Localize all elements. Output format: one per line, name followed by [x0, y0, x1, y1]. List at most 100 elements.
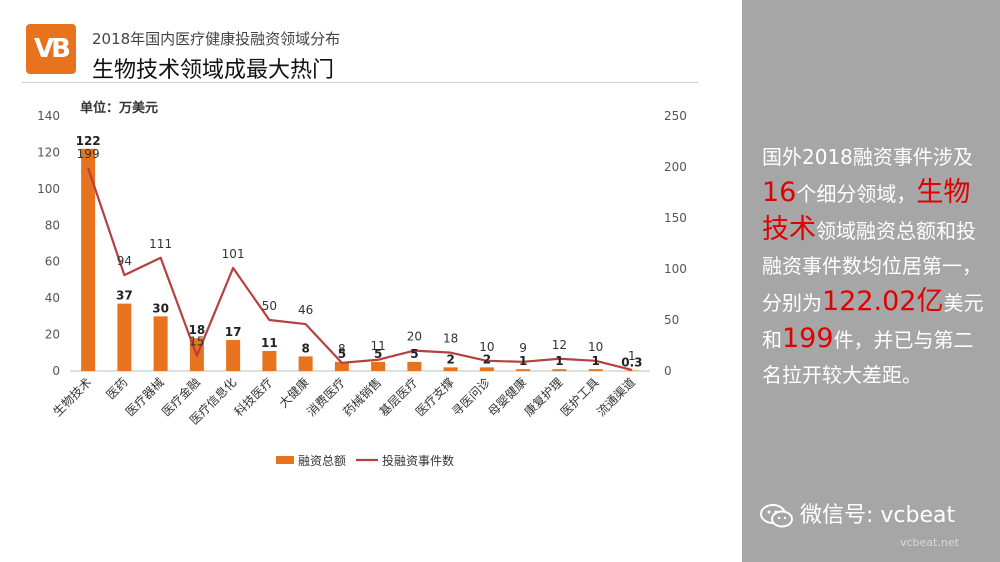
chart-subtitle: 2018年国内医疗健康投融资领域分布: [92, 30, 341, 48]
bar: [624, 370, 639, 371]
bar: [153, 316, 168, 371]
wechat-label: 微信号: vcbeat: [800, 503, 956, 528]
bar-data-label: 2: [483, 352, 491, 366]
title-divider: [22, 82, 698, 83]
bar: [552, 369, 567, 371]
left-tick-label: 80: [45, 218, 60, 232]
logo-text: VB: [34, 34, 71, 64]
line-data-label: 15: [189, 335, 204, 349]
bar-data-label: 2: [446, 352, 454, 366]
bar: [298, 356, 313, 371]
category-label: 科技医疗: [232, 375, 276, 419]
right-tick-label: 50: [664, 313, 679, 327]
line-data-label: 101: [222, 247, 245, 261]
bar-data-label: 11: [261, 336, 278, 350]
right-tick-label: 100: [664, 262, 687, 276]
line-data-label: 46: [298, 303, 313, 317]
left-tick-label: 40: [45, 291, 60, 305]
legend-bar-label: 融资总额: [298, 454, 346, 468]
bar: [334, 361, 349, 371]
summary-text: 国外2018融资事件涉及 16个细分领域，生物技术领域融资总额和投融资事件数均位居…: [762, 140, 992, 393]
bar: [371, 361, 386, 371]
left-tick-label: 0: [52, 364, 60, 378]
bar: [226, 340, 241, 371]
line-data-label: 11: [370, 339, 385, 353]
category-label: 医护工具: [558, 375, 602, 419]
summary-segment: 美元和: [762, 291, 984, 352]
line-data-label: 18: [443, 332, 458, 346]
legend-bar-swatch: [276, 456, 294, 464]
combo-chart: 0204060801001201400501001502002501999411…: [37, 109, 687, 468]
summary-highlight: 16: [762, 177, 797, 208]
chart-title: 生物技术领域成最大热门: [92, 58, 335, 83]
summary-segment: 领域融资总额和投融资事件数均位居第一，分别为: [762, 219, 982, 315]
bar-data-label: 37: [116, 289, 133, 303]
legend-line-label: 投融资事件数: [382, 453, 454, 468]
summary-highlight: 生物技术: [762, 177, 971, 245]
bar: [117, 303, 132, 371]
bar-data-label: 1: [519, 354, 527, 368]
watermark: vcbeat.net: [900, 536, 959, 549]
left-tick-label: 60: [45, 255, 60, 269]
bar: [407, 361, 422, 371]
bar-data-label: 5: [374, 347, 382, 361]
right-tick-label: 150: [664, 211, 687, 225]
summary-highlight: 199: [782, 323, 834, 354]
wechat-id: 微信号: vcbeat: [760, 497, 955, 529]
bar: [588, 369, 603, 371]
bar-data-label: 1: [591, 354, 599, 368]
bar: [516, 369, 531, 371]
category-label: 医药: [104, 375, 131, 402]
right-tick-label: 0: [664, 364, 672, 378]
line-data-label: 10: [479, 340, 494, 354]
bar: [262, 350, 277, 371]
line-data-label: 199: [77, 147, 100, 161]
category-label: 医疗支撑: [412, 375, 457, 420]
line-data-label: 94: [117, 254, 132, 268]
bar-data-label: 8: [301, 341, 309, 355]
category-label: 母婴健康: [485, 375, 530, 420]
bar-data-label: 30: [152, 301, 169, 315]
category-label: 医疗器械: [122, 375, 167, 420]
category-label: 药械销售: [340, 375, 385, 420]
category-label: 基层医疗: [377, 375, 421, 419]
bar: [443, 367, 458, 371]
line-data-label: 8: [338, 342, 346, 356]
category-label: 生物技术: [50, 375, 94, 419]
summary-segment: 个细分领域，: [796, 182, 917, 206]
bar-data-label: 1: [555, 354, 563, 368]
line-data-label: 1: [628, 349, 636, 363]
vb-logo: VB: [26, 24, 76, 74]
category-label: 大健康: [276, 375, 312, 411]
category-label: 消费医疗: [304, 375, 348, 419]
left-tick-label: 120: [37, 145, 60, 159]
unit-label: 单位：万美元: [80, 101, 159, 116]
left-tick-label: 100: [37, 182, 60, 196]
left-tick-label: 20: [45, 328, 60, 342]
category-label: 寻医问诊: [449, 375, 493, 419]
category-label: 流通渠道: [594, 375, 638, 419]
bar-data-label: 5: [338, 347, 346, 361]
line-data-label: 9: [519, 341, 527, 355]
summary-panel: [742, 0, 1000, 562]
category-label: 康复护理: [521, 375, 566, 420]
bar-data-label: 122: [76, 134, 101, 148]
series-line: [87, 167, 633, 372]
wechat-icon: [760, 504, 793, 528]
summary-highlight: 122.02亿: [822, 286, 944, 317]
summary-segment: 件，并已与第二名拉开较大差距。: [762, 328, 974, 387]
bar-data-label: 0.3: [621, 355, 642, 369]
line-data-label: 10: [588, 340, 603, 354]
bar-data-label: 5: [410, 347, 418, 361]
summary-segment: 国外2018融资事件涉及: [762, 145, 973, 169]
bar: [479, 367, 494, 371]
bar-data-label: 17: [225, 325, 242, 339]
line-data-label: 12: [552, 338, 567, 352]
line-data-label: 111: [149, 237, 172, 251]
left-tick-label: 140: [37, 109, 60, 123]
right-tick-label: 200: [664, 160, 687, 174]
line-data-label: 50: [262, 299, 277, 313]
line-data-label: 20: [407, 330, 422, 344]
bar-data-label: 18: [189, 323, 206, 337]
